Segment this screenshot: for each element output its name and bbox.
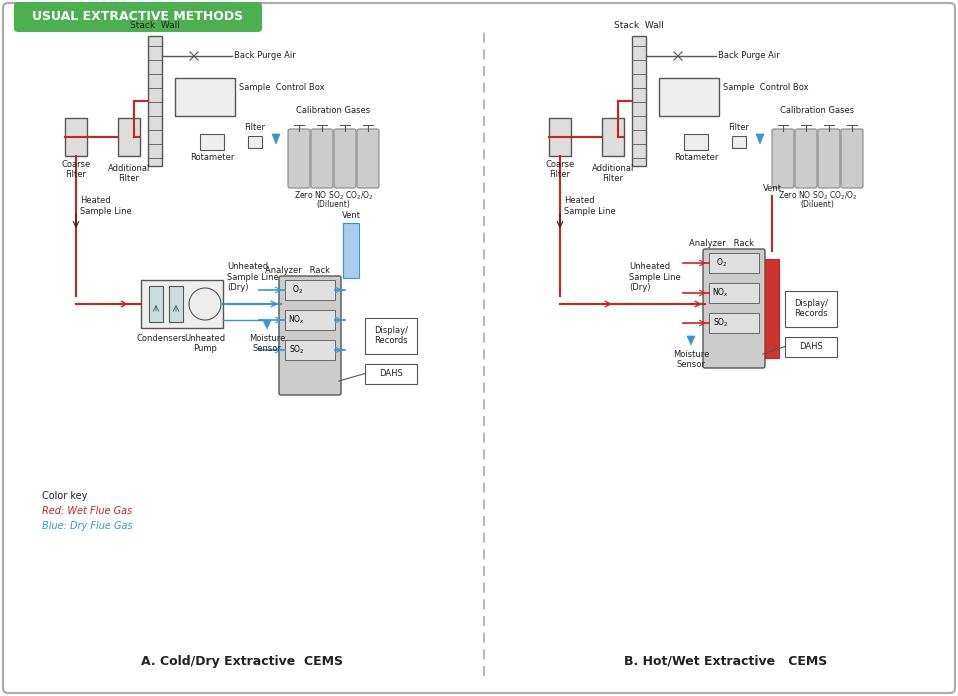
Text: SO$_2$: SO$_2$ bbox=[713, 317, 729, 329]
Text: (Diluent): (Diluent) bbox=[316, 200, 351, 209]
Bar bbox=[285, 280, 335, 300]
FancyBboxPatch shape bbox=[334, 129, 356, 188]
Text: Analyzer   Rack: Analyzer Rack bbox=[690, 239, 755, 248]
Text: Zero NO SO$_2$ CO$_2$/O$_2$: Zero NO SO$_2$ CO$_2$/O$_2$ bbox=[293, 190, 374, 203]
Bar bbox=[169, 286, 183, 322]
Bar bbox=[365, 363, 417, 383]
FancyBboxPatch shape bbox=[795, 129, 817, 188]
Text: Rotameter: Rotameter bbox=[673, 153, 718, 162]
Polygon shape bbox=[263, 320, 271, 329]
Text: A. Cold/Dry Extractive  CEMS: A. Cold/Dry Extractive CEMS bbox=[141, 655, 343, 668]
Bar bbox=[175, 78, 235, 116]
Text: O$_2$: O$_2$ bbox=[291, 284, 303, 296]
Circle shape bbox=[189, 288, 221, 320]
Bar bbox=[602, 118, 624, 156]
Bar bbox=[785, 290, 837, 326]
Bar bbox=[149, 286, 163, 322]
Text: B. Hot/Wet Extractive   CEMS: B. Hot/Wet Extractive CEMS bbox=[625, 655, 828, 668]
Bar bbox=[549, 118, 571, 156]
Text: DAHS: DAHS bbox=[379, 369, 403, 378]
Text: Moisture
Sensor: Moisture Sensor bbox=[249, 334, 285, 354]
FancyBboxPatch shape bbox=[14, 2, 262, 32]
Text: Condensers: Condensers bbox=[136, 334, 186, 343]
Text: Sample  Control Box: Sample Control Box bbox=[239, 83, 325, 92]
Text: Stack  Wall: Stack Wall bbox=[130, 21, 180, 30]
Text: Analyzer   Rack: Analyzer Rack bbox=[265, 266, 331, 275]
Bar bbox=[65, 118, 87, 156]
Text: Stack  Wall: Stack Wall bbox=[614, 21, 664, 30]
FancyBboxPatch shape bbox=[311, 129, 333, 188]
Bar bbox=[285, 310, 335, 330]
FancyBboxPatch shape bbox=[772, 129, 794, 188]
Text: Back Purge Air: Back Purge Air bbox=[234, 52, 296, 61]
Text: Additional
Filter: Additional Filter bbox=[592, 164, 634, 184]
Text: Unheated
Pump: Unheated Pump bbox=[185, 334, 225, 354]
Text: USUAL EXTRACTIVE METHODS: USUAL EXTRACTIVE METHODS bbox=[33, 10, 243, 24]
Text: Coarse
Filter: Coarse Filter bbox=[61, 160, 91, 180]
Polygon shape bbox=[272, 134, 280, 144]
Text: O$_2$: O$_2$ bbox=[716, 257, 726, 269]
FancyBboxPatch shape bbox=[841, 129, 863, 188]
Bar bbox=[118, 118, 140, 156]
Bar bbox=[709, 313, 759, 333]
Text: Calibration Gases: Calibration Gases bbox=[296, 106, 371, 115]
Bar bbox=[632, 36, 646, 166]
Text: NO$_x$: NO$_x$ bbox=[288, 314, 306, 326]
Text: Calibration Gases: Calibration Gases bbox=[781, 106, 855, 115]
Bar bbox=[684, 134, 708, 150]
Bar bbox=[659, 78, 719, 116]
Text: Display/
Records: Display/ Records bbox=[374, 326, 408, 345]
Text: Zero NO SO$_2$ CO$_2$/O$_2$: Zero NO SO$_2$ CO$_2$/O$_2$ bbox=[778, 190, 857, 203]
Bar bbox=[709, 253, 759, 273]
FancyBboxPatch shape bbox=[818, 129, 840, 188]
Bar bbox=[785, 336, 837, 356]
Bar bbox=[141, 280, 223, 328]
Polygon shape bbox=[756, 134, 764, 144]
FancyBboxPatch shape bbox=[3, 3, 955, 693]
Text: Additional
Filter: Additional Filter bbox=[108, 164, 150, 184]
Bar bbox=[248, 136, 262, 148]
Text: Sample  Control Box: Sample Control Box bbox=[723, 83, 809, 92]
FancyBboxPatch shape bbox=[357, 129, 379, 188]
Text: Coarse
Filter: Coarse Filter bbox=[545, 160, 575, 180]
Text: Back Purge Air: Back Purge Air bbox=[718, 52, 780, 61]
Text: Display/
Records: Display/ Records bbox=[794, 299, 828, 318]
FancyBboxPatch shape bbox=[288, 129, 310, 188]
Text: Heated
Sample Line: Heated Sample Line bbox=[80, 196, 132, 216]
Text: SO$_2$: SO$_2$ bbox=[289, 344, 305, 356]
Text: Unheated
Sample Line
(Dry): Unheated Sample Line (Dry) bbox=[629, 262, 681, 292]
Text: Moisture
Sensor: Moisture Sensor bbox=[673, 350, 709, 370]
Text: Vent: Vent bbox=[763, 184, 782, 193]
Bar bbox=[285, 340, 335, 360]
Text: Vent: Vent bbox=[341, 211, 360, 220]
Bar bbox=[343, 223, 359, 278]
Text: Filter: Filter bbox=[244, 123, 265, 132]
Bar bbox=[709, 283, 759, 303]
Bar bbox=[365, 317, 417, 354]
FancyBboxPatch shape bbox=[279, 276, 341, 395]
Text: NO$_x$: NO$_x$ bbox=[713, 287, 729, 299]
Text: (Diluent): (Diluent) bbox=[801, 200, 834, 209]
Text: Unheated
Sample Line
(Dry): Unheated Sample Line (Dry) bbox=[227, 262, 279, 292]
Bar bbox=[148, 36, 162, 166]
Text: Red: Wet Flue Gas: Red: Wet Flue Gas bbox=[42, 506, 132, 516]
Text: Color key: Color key bbox=[42, 491, 87, 501]
Text: Filter: Filter bbox=[728, 123, 749, 132]
Polygon shape bbox=[687, 336, 695, 345]
Bar bbox=[732, 136, 746, 148]
Text: Heated
Sample Line: Heated Sample Line bbox=[564, 196, 616, 216]
Text: Blue: Dry Flue Gas: Blue: Dry Flue Gas bbox=[42, 521, 132, 531]
Text: DAHS: DAHS bbox=[799, 342, 823, 351]
Bar bbox=[200, 134, 224, 150]
Bar bbox=[765, 259, 779, 358]
FancyBboxPatch shape bbox=[703, 249, 765, 368]
Text: Rotameter: Rotameter bbox=[190, 153, 234, 162]
